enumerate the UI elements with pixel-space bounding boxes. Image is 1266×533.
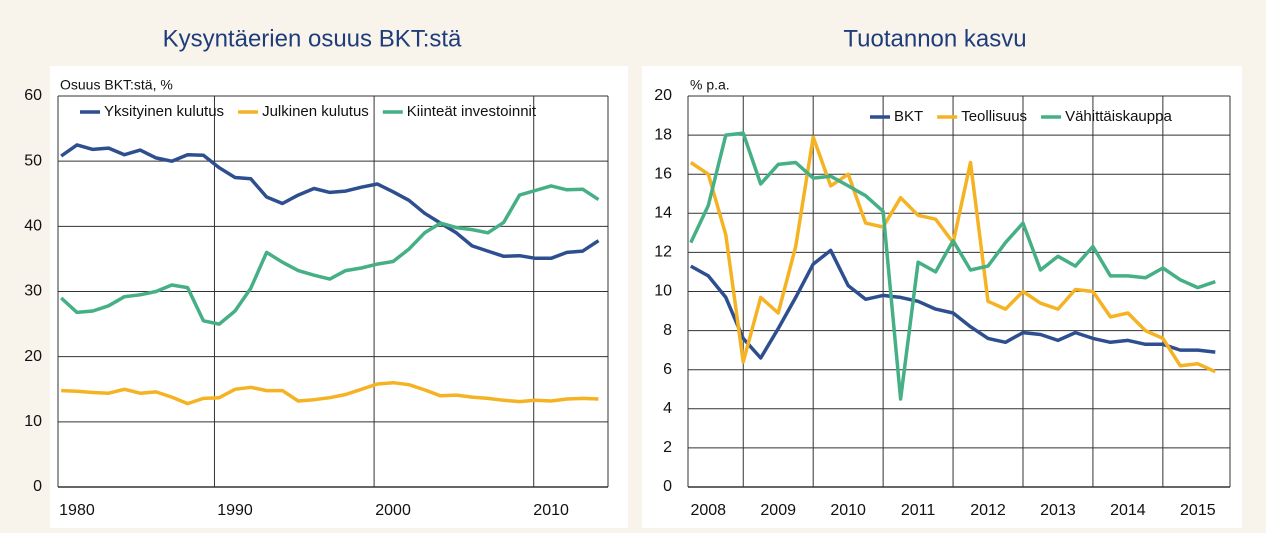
x-tick-label: 2008 xyxy=(690,502,726,519)
legend-label: Kiinteät investoinnit xyxy=(407,103,537,120)
x-tick-label: 2009 xyxy=(760,502,796,519)
legend-label: Teollisuus xyxy=(961,108,1027,125)
series-line xyxy=(689,131,1216,401)
y-tick-label: 10 xyxy=(24,413,42,430)
chart-title: Tuotannon kasvu xyxy=(843,25,1026,52)
series-line xyxy=(689,248,1216,360)
y-axis-label: Osuus BKT:stä, % xyxy=(60,77,173,93)
legend-label: Yksityinen kulutus xyxy=(104,103,224,120)
y-tick-label: 0 xyxy=(663,478,672,495)
legend-label: Julkinen kulutus xyxy=(262,103,369,120)
x-tick-label: 1990 xyxy=(217,502,253,519)
y-tick-label: 18 xyxy=(654,126,672,143)
y-axis-label: % p.a. xyxy=(690,77,730,93)
y-tick-label: 0 xyxy=(33,478,42,495)
y-tick-label: 6 xyxy=(663,361,672,378)
legend-label: BKT xyxy=(894,108,923,125)
series-line xyxy=(60,184,600,326)
y-tick-label: 4 xyxy=(663,400,672,417)
y-tick-label: 10 xyxy=(654,283,672,300)
y-tick-label: 30 xyxy=(24,283,42,300)
y-tick-label: 16 xyxy=(654,165,672,182)
x-tick-label: 2011 xyxy=(901,502,936,519)
y-tick-label: 60 xyxy=(24,87,42,104)
y-tick-label: 40 xyxy=(24,218,42,235)
y-tick-label: 20 xyxy=(654,87,672,104)
y-tick-label: 50 xyxy=(24,152,42,169)
legend-label: Vähittäiskauppa xyxy=(1065,108,1172,125)
chart-title: Kysyntäerien osuus BKT:stä xyxy=(163,25,462,52)
y-tick-label: 2 xyxy=(663,439,672,456)
x-tick-label: 2015 xyxy=(1180,502,1216,519)
x-tick-label: 2014 xyxy=(1110,502,1146,519)
y-tick-label: 8 xyxy=(663,322,672,339)
y-tick-label: 14 xyxy=(654,205,672,222)
panel xyxy=(50,66,628,528)
x-tick-label: 2000 xyxy=(375,502,411,519)
x-tick-label: 2012 xyxy=(970,502,1006,519)
x-tick-label: 2010 xyxy=(533,502,569,519)
series-line xyxy=(61,380,599,406)
y-tick-label: 12 xyxy=(654,244,672,261)
x-tick-label: 2013 xyxy=(1040,502,1076,519)
panel xyxy=(642,66,1242,528)
x-tick-label: 1980 xyxy=(59,502,95,519)
x-tick-label: 2010 xyxy=(830,502,866,519)
series-line xyxy=(60,143,600,261)
y-tick-label: 20 xyxy=(24,348,42,365)
